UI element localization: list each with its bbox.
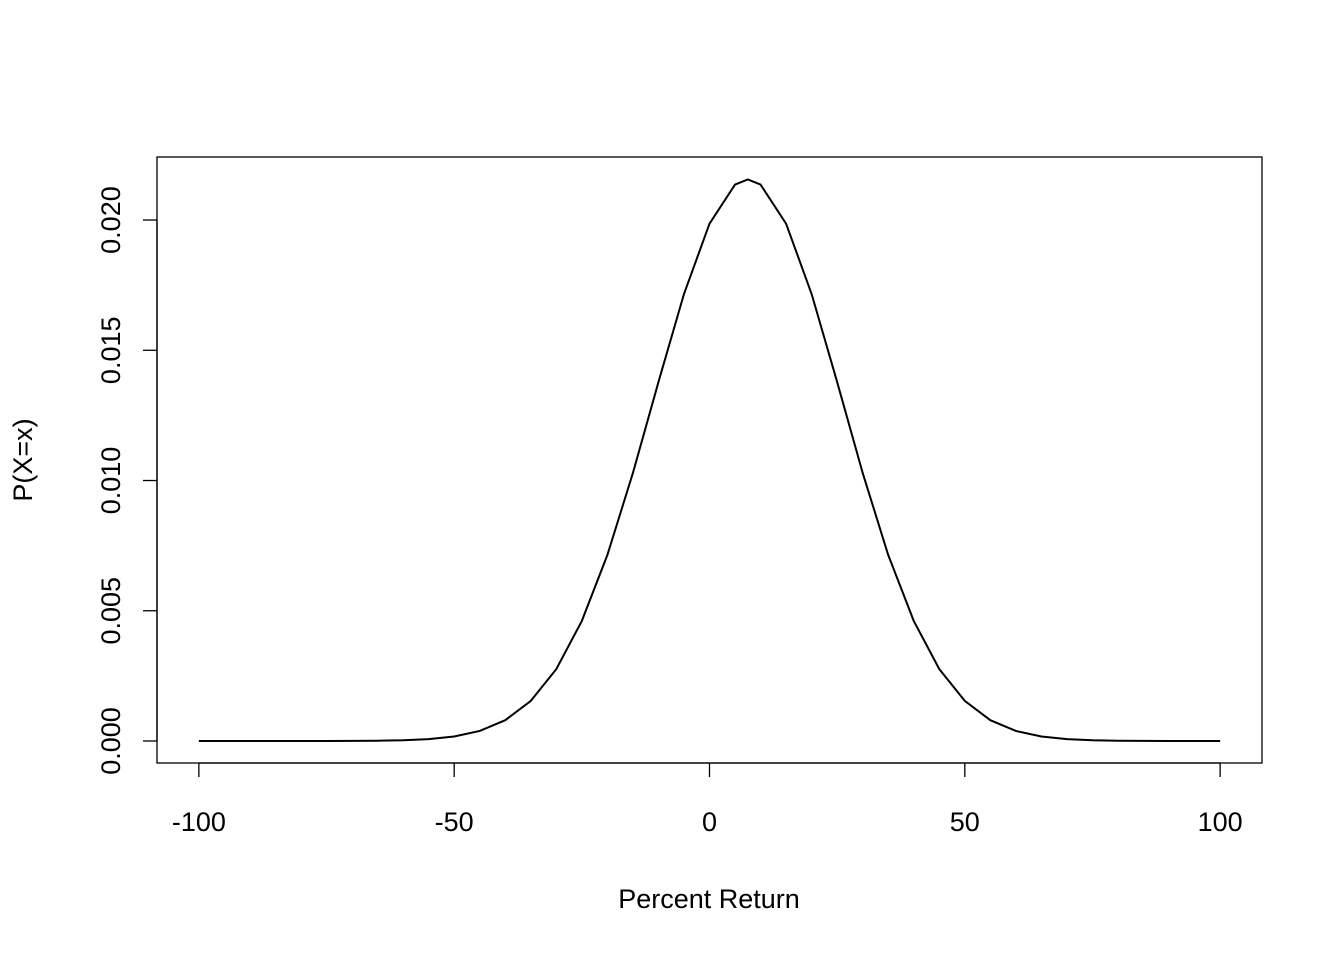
x-tick-label: 50 <box>950 807 980 837</box>
density-line <box>198 178 1221 742</box>
x-tick-label: -100 <box>172 807 226 837</box>
y-tick-label: 0.020 <box>96 186 126 254</box>
y-tick-label: 0.005 <box>96 577 126 645</box>
y-axis-label: P(X=x) <box>8 418 38 501</box>
x-tick-label: 0 <box>702 807 717 837</box>
x-tick-label: 100 <box>1198 807 1243 837</box>
x-axis-label: Percent Return <box>618 884 800 914</box>
y-tick-label: 0.010 <box>96 447 126 515</box>
x-tick-label: -50 <box>435 807 474 837</box>
plot-box <box>156 156 1263 764</box>
y-tick-label: 0.015 <box>96 316 126 384</box>
y-tick-label: 0.000 <box>96 707 126 775</box>
